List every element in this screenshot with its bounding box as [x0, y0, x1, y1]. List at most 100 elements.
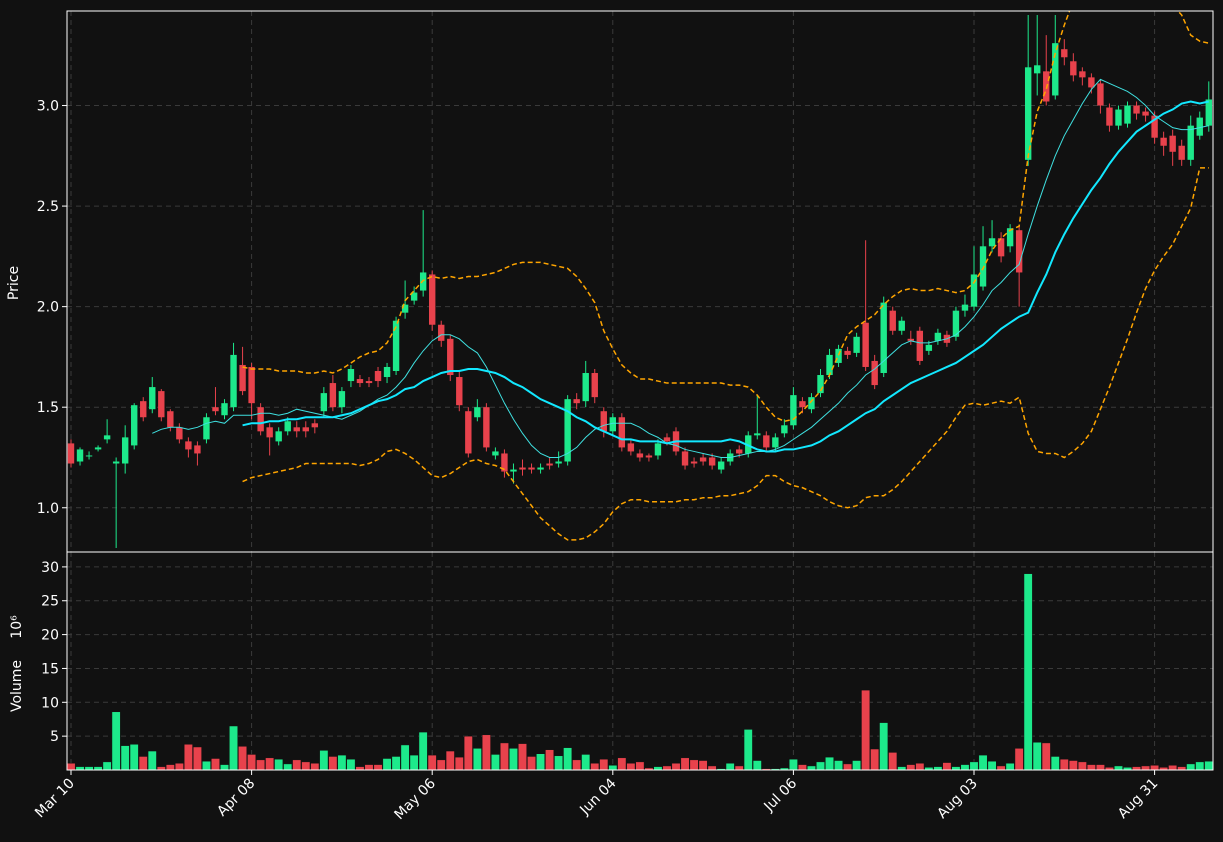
volume-bar	[1204, 760, 1213, 770]
volume-bar	[590, 762, 600, 770]
candle-body	[573, 399, 580, 404]
volume-bar	[671, 762, 681, 770]
volume-bar	[608, 765, 618, 770]
candle-body	[1015, 230, 1023, 273]
volume-bar	[987, 760, 997, 770]
candle-body	[194, 445, 201, 454]
volume-bar	[247, 754, 257, 770]
volume-bar	[933, 766, 943, 770]
candle-body	[1070, 61, 1077, 76]
candle-body	[67, 443, 75, 464]
volume-bar	[1159, 767, 1169, 770]
volume-bar	[852, 760, 862, 770]
candle-body	[636, 453, 644, 458]
candle-body	[1061, 49, 1068, 58]
candle-body	[817, 375, 824, 394]
candle-body	[365, 381, 373, 384]
volume-bar	[301, 761, 311, 770]
candle-body	[763, 435, 770, 448]
volume-bar	[1132, 766, 1141, 770]
candle-body	[907, 338, 914, 341]
volume-bar	[174, 762, 184, 770]
candle-body	[988, 238, 996, 247]
volume-plot	[67, 573, 1213, 770]
volume-bar	[662, 765, 672, 770]
candle-body	[808, 397, 815, 410]
candle-body	[185, 441, 192, 450]
volume-bar	[888, 752, 898, 770]
candle-body	[158, 391, 165, 418]
volume-bar	[1086, 764, 1096, 770]
y-tick-label: 20	[41, 628, 59, 644]
volume-bar	[996, 765, 1006, 770]
y-tick-label: 10	[41, 695, 59, 711]
y-tick-label: 30	[41, 560, 59, 576]
candle-body	[546, 463, 553, 466]
candle-body	[1024, 67, 1032, 160]
candle-body	[401, 304, 409, 313]
volume-bar	[355, 766, 365, 770]
candle-body	[781, 425, 788, 434]
candle-body	[76, 449, 84, 462]
candle-body	[149, 387, 156, 410]
volume-bar	[1123, 767, 1132, 770]
volume-bar	[147, 750, 157, 770]
volume-bar	[256, 759, 266, 770]
volume-bar	[1023, 573, 1033, 770]
candle-body	[1205, 99, 1212, 126]
candle-body	[961, 304, 969, 311]
volume-bar	[165, 764, 175, 770]
candle-body	[699, 457, 707, 462]
candle-body	[591, 373, 598, 398]
candle-body	[835, 348, 842, 363]
candle-body	[717, 461, 725, 470]
volume-bar	[427, 754, 437, 770]
volume-bar	[220, 764, 229, 770]
candle-body	[103, 435, 111, 440]
candle-body	[1079, 71, 1086, 78]
candle-body	[582, 373, 589, 402]
candle-body	[528, 467, 535, 470]
candle-body	[1097, 83, 1104, 106]
volume-bar	[807, 765, 816, 770]
volume-bar	[635, 761, 645, 770]
volume-bar	[960, 764, 970, 770]
candle-body	[1160, 137, 1167, 146]
volume-bar	[843, 763, 853, 770]
candle-body	[383, 366, 391, 378]
candle-body	[221, 403, 228, 416]
volume-bar	[1068, 760, 1078, 770]
volume-bar	[183, 744, 193, 770]
candle-body	[203, 417, 210, 440]
candle-body	[248, 366, 255, 404]
volume-bar	[292, 759, 302, 770]
volume-bar	[788, 758, 798, 770]
candle-body	[311, 423, 319, 428]
volume-bar	[915, 762, 925, 770]
volume-bar	[581, 754, 591, 770]
candle-body	[456, 377, 463, 406]
volume-bar	[202, 760, 211, 770]
volume-bar	[310, 762, 320, 770]
volume-bar	[111, 711, 121, 770]
candle-body	[799, 401, 806, 408]
indicator-line	[242, 100, 1209, 453]
candle-body	[293, 427, 300, 432]
candle-body	[645, 455, 653, 458]
candle-body	[564, 399, 571, 462]
volume-frame	[66, 551, 1214, 771]
candle-body	[600, 411, 607, 432]
candle-body	[1106, 107, 1113, 126]
volume-bar	[897, 766, 907, 770]
candle-body	[654, 443, 662, 456]
volume-bar	[472, 748, 482, 770]
candle-body	[392, 320, 400, 371]
volume-scale-label: 10⁶	[9, 615, 25, 639]
volume-bar	[725, 762, 735, 770]
candle-body	[772, 437, 779, 448]
volume-bar	[797, 764, 807, 770]
candle-body	[609, 417, 616, 432]
volume-bar	[481, 734, 491, 770]
volume-bar	[1141, 765, 1151, 770]
candle-body	[537, 467, 544, 470]
